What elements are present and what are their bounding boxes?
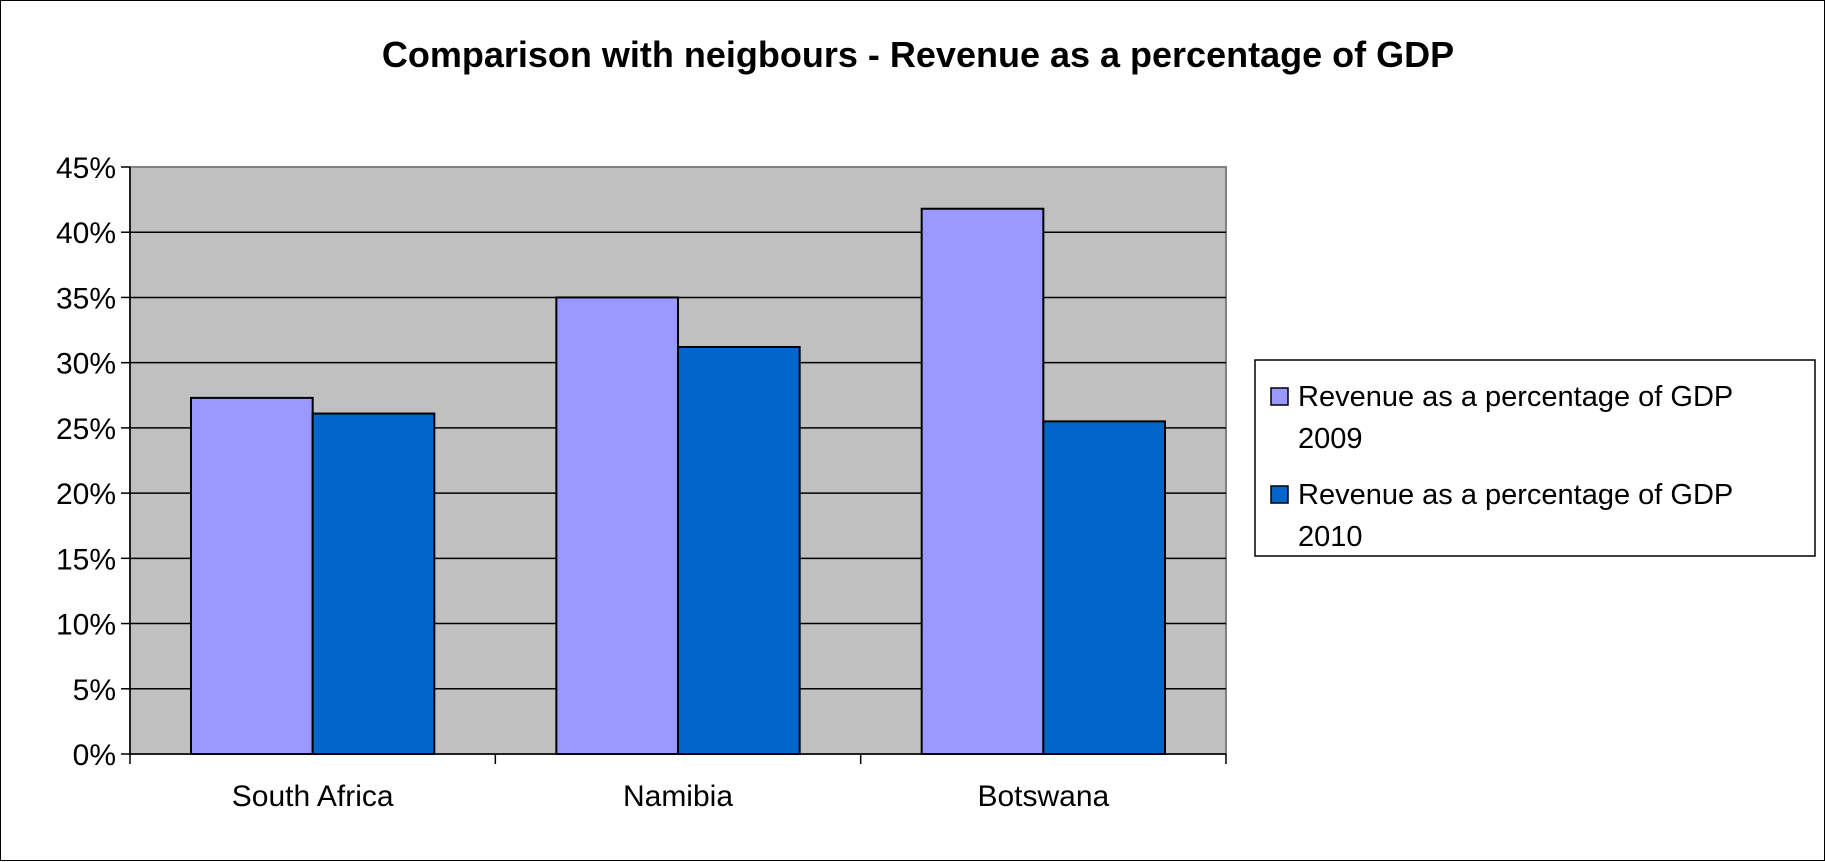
x-tick-label: South Africa	[232, 780, 394, 813]
y-tick-label: 30%	[56, 348, 116, 381]
x-tick-label: Namibia	[623, 780, 733, 813]
y-tick-label: 45%	[56, 152, 116, 185]
y-axis-ticks: 0% 5% 10% 15% 20% 25% 30% 35% 40% 45%	[56, 152, 116, 772]
y-tick-label: 20%	[56, 478, 116, 511]
y-tick-label: 5%	[73, 674, 116, 707]
y-tick-label: 0%	[73, 739, 116, 772]
x-tick-label: Botswana	[977, 780, 1109, 813]
y-tick-label: 35%	[56, 282, 116, 315]
bar-botswana-series-2	[1042, 420, 1166, 755]
legend-label: Revenue as a percentage of GDP 2009	[1298, 381, 1733, 455]
bar-namibia-series-2	[677, 346, 801, 755]
legend-swatch	[1270, 485, 1289, 504]
legend: Revenue as a percentage of GDP 2009 Revenu…	[1254, 359, 1816, 557]
x-axis-ticks: South Africa Namibia Botswana	[232, 780, 1110, 813]
legend-swatch	[1270, 387, 1289, 406]
y-tick-label: 15%	[56, 543, 116, 576]
axes	[121, 166, 1227, 764]
chart-title: Comparison with neigbours - Revenue as a…	[382, 34, 1454, 75]
bar-botswana-series-1	[920, 207, 1045, 755]
legend-label: Revenue as a percentage of GDP 2010	[1298, 479, 1733, 553]
y-tick-label: 40%	[56, 217, 116, 250]
y-tick-label: 10%	[56, 609, 116, 642]
legend-box	[1254, 359, 1816, 557]
bars	[190, 207, 1166, 755]
y-tick-label: 25%	[56, 413, 116, 446]
bar-south-africa-series-2	[311, 412, 436, 755]
bar-south-africa-series-1	[190, 396, 314, 755]
bar-namibia-series-1	[555, 296, 679, 755]
